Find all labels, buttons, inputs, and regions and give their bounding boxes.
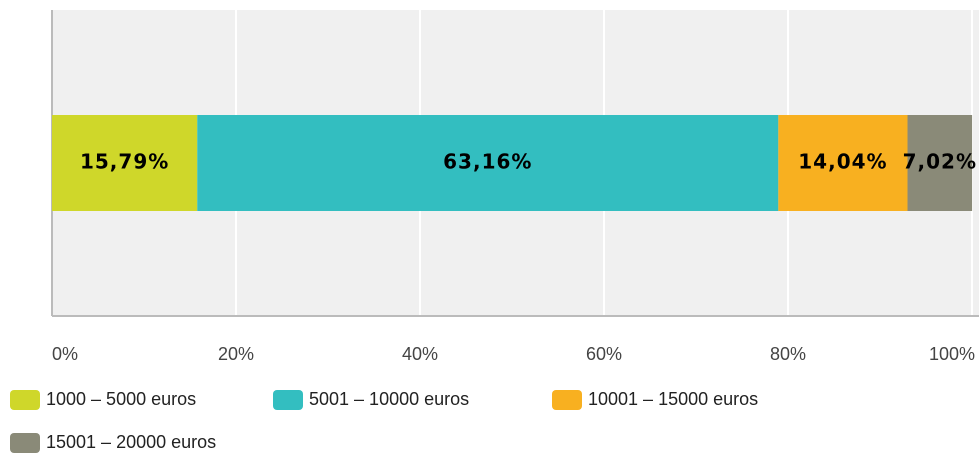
x-tick-label: 80% [770, 344, 806, 364]
bar-segment [778, 115, 908, 211]
data-label: 7,02% [903, 150, 977, 174]
x-tick-label: 20% [218, 344, 254, 364]
legend-swatch [10, 433, 40, 453]
legend-label: 1000 – 5000 euros [46, 389, 196, 409]
x-tick-label: 60% [586, 344, 622, 364]
legend-label: 5001 – 10000 euros [309, 389, 469, 409]
bar-segment [907, 115, 973, 211]
legend-swatch [273, 390, 303, 410]
x-tick-label: 100% [929, 344, 975, 364]
legend-swatch [552, 390, 582, 410]
data-label: 15,79% [80, 150, 169, 174]
x-tick-label: 0% [52, 344, 78, 364]
legend-label: 15001 – 20000 euros [46, 432, 216, 452]
x-tick-label: 40% [402, 344, 438, 364]
bar-segment [197, 115, 779, 211]
data-label: 14,04% [798, 150, 887, 174]
legend-swatch [10, 390, 40, 410]
legend-label: 10001 – 15000 euros [588, 389, 758, 409]
bar-segment [52, 115, 198, 211]
data-label: 63,16% [443, 150, 532, 174]
